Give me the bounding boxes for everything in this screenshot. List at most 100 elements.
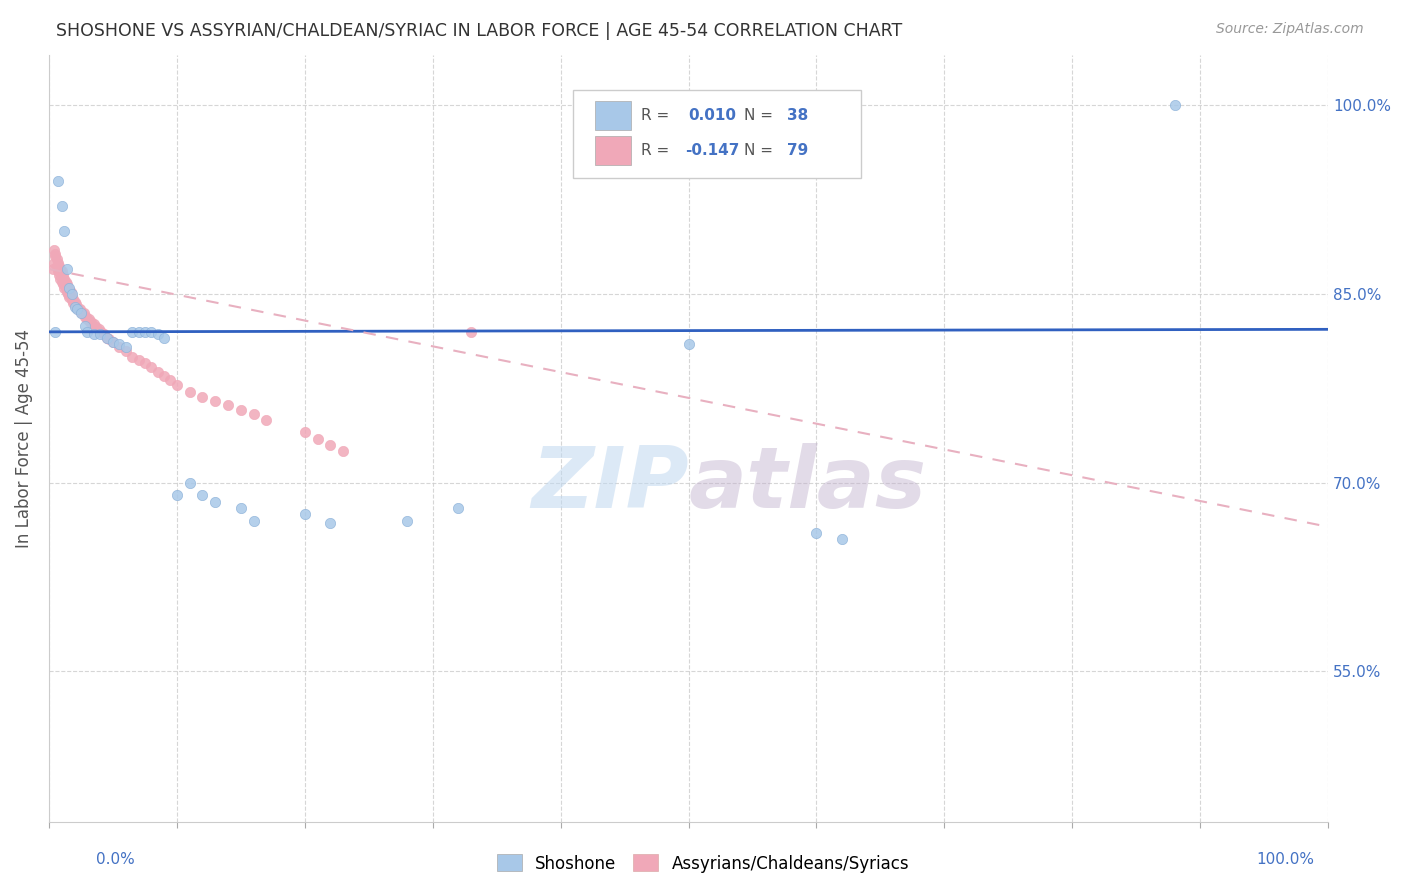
Point	[65, 297, 87, 311]
Point	[46, 264, 69, 278]
Point	[294, 425, 316, 440]
Point	[56, 287, 79, 301]
Point	[101, 334, 124, 349]
Point	[51, 264, 73, 278]
Point	[52, 277, 75, 291]
Point	[98, 332, 121, 346]
Point	[77, 312, 100, 326]
Point	[179, 385, 201, 400]
FancyBboxPatch shape	[595, 136, 631, 165]
Point	[128, 352, 150, 367]
Point	[831, 533, 853, 547]
Text: 100.0%: 100.0%	[1257, 852, 1315, 867]
Point	[58, 283, 80, 297]
Point	[319, 516, 342, 530]
Text: SHOSHONE VS ASSYRIAN/CHALDEAN/SYRIAC IN LABOR FORCE | AGE 45-54 CORRELATION CHAR: SHOSHONE VS ASSYRIAN/CHALDEAN/SYRIAC IN …	[56, 22, 903, 40]
Point	[51, 275, 73, 289]
Point	[56, 285, 79, 299]
Point	[53, 272, 76, 286]
Point	[55, 275, 77, 289]
Point	[53, 281, 76, 295]
Point	[72, 306, 94, 320]
Point	[80, 315, 103, 329]
Point	[128, 325, 150, 339]
Point	[96, 331, 118, 345]
Point	[60, 293, 83, 308]
Point	[58, 281, 80, 295]
Point	[254, 413, 277, 427]
Point	[73, 310, 96, 324]
Point	[114, 343, 136, 358]
Point	[49, 262, 72, 277]
Text: N =: N =	[744, 143, 778, 158]
Point	[114, 340, 136, 354]
Point	[153, 368, 176, 383]
Point	[59, 285, 82, 299]
Point	[84, 319, 107, 334]
Point	[332, 444, 354, 458]
Point	[60, 290, 83, 304]
Point	[63, 300, 86, 314]
Point	[56, 281, 79, 295]
Point	[204, 494, 226, 508]
Point	[67, 302, 90, 317]
Point	[52, 268, 75, 283]
Point	[58, 290, 80, 304]
Point	[42, 262, 65, 277]
Point	[1163, 98, 1185, 112]
FancyBboxPatch shape	[595, 101, 631, 130]
Y-axis label: In Labor Force | Age 45-54: In Labor Force | Age 45-54	[15, 329, 32, 549]
Point	[229, 402, 252, 417]
Point	[60, 287, 83, 301]
Point	[62, 296, 84, 310]
Point	[121, 325, 143, 339]
Point	[69, 302, 91, 317]
Point	[44, 249, 66, 263]
Point	[48, 260, 70, 274]
Text: Source: ZipAtlas.com: Source: ZipAtlas.com	[1216, 22, 1364, 37]
Text: 38: 38	[787, 108, 808, 123]
Point	[242, 514, 264, 528]
Point	[217, 398, 239, 412]
Point	[63, 294, 86, 309]
Point	[191, 488, 214, 502]
Point	[45, 252, 67, 266]
Legend: Shoshone, Assyrians/Chaldeans/Syriacs: Shoshone, Assyrians/Chaldeans/Syriacs	[491, 847, 915, 880]
Point	[59, 290, 82, 304]
Point	[89, 327, 111, 342]
Text: -0.147: -0.147	[685, 143, 740, 158]
Point	[42, 255, 65, 269]
Text: 0.010: 0.010	[689, 108, 737, 123]
Point	[96, 331, 118, 345]
Point	[75, 310, 97, 324]
Point	[83, 327, 105, 342]
Point	[134, 325, 156, 339]
Point	[46, 255, 69, 269]
Point	[51, 199, 73, 213]
Point	[53, 224, 76, 238]
Point	[73, 318, 96, 333]
Point	[62, 292, 84, 306]
Point	[42, 243, 65, 257]
Text: atlas: atlas	[689, 443, 927, 526]
Point	[79, 315, 101, 329]
Point	[46, 174, 69, 188]
Point	[65, 300, 87, 314]
Point	[55, 281, 77, 295]
Text: R =: R =	[641, 143, 675, 158]
Point	[90, 325, 112, 339]
Point	[166, 377, 188, 392]
Point	[108, 340, 131, 354]
Point	[159, 373, 181, 387]
Point	[204, 394, 226, 409]
Point	[153, 331, 176, 345]
Point	[45, 260, 67, 274]
Text: R =: R =	[641, 108, 675, 123]
FancyBboxPatch shape	[574, 90, 862, 178]
Point	[83, 318, 105, 332]
Point	[70, 306, 93, 320]
Point	[70, 306, 93, 320]
Point	[44, 247, 66, 261]
Point	[63, 297, 86, 311]
Point	[166, 488, 188, 502]
